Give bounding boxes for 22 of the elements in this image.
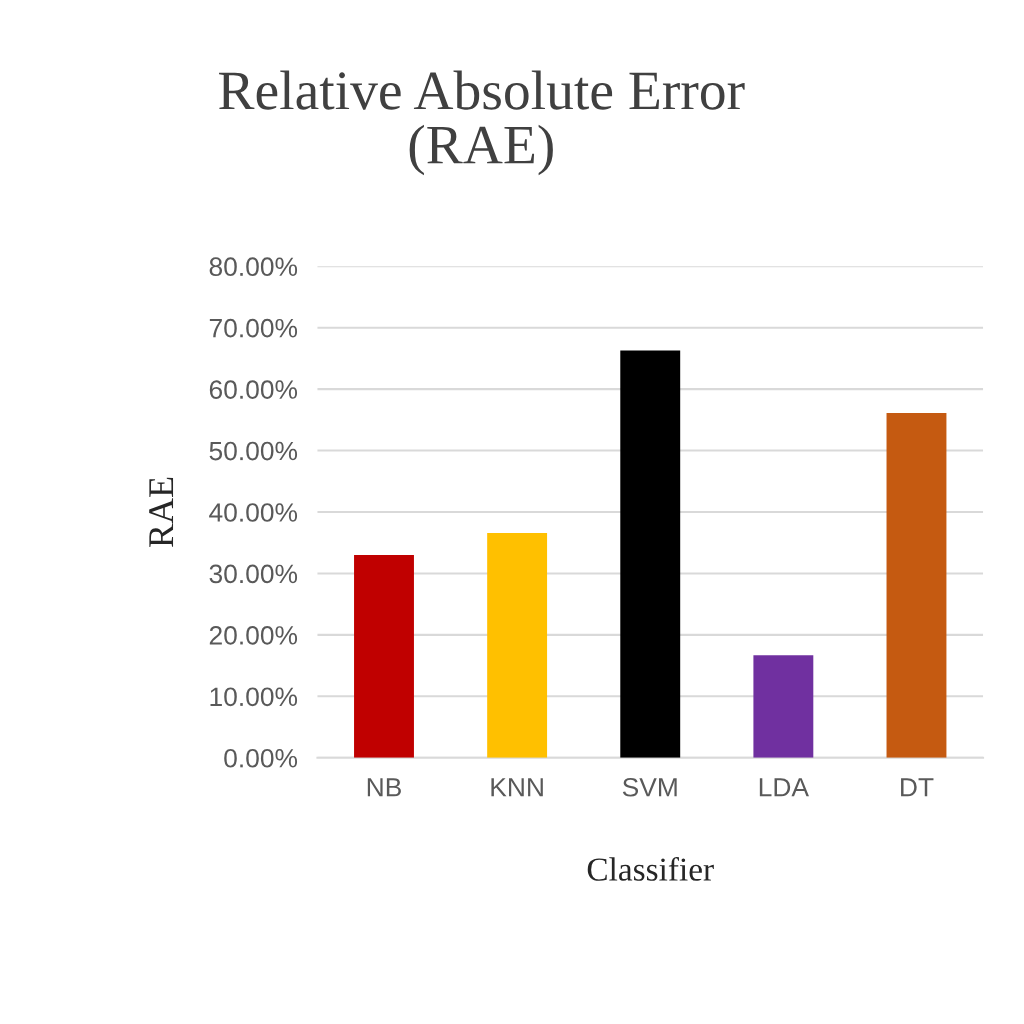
chart-title: Relative Absolute Error (RAE)	[219, 70, 745, 176]
bar	[753, 655, 814, 758]
y-tick-label: 10.00%	[210, 687, 298, 707]
bar	[620, 350, 681, 758]
bar	[886, 413, 947, 758]
y-tick-label: 40.00%	[209, 503, 298, 522]
x-tick-label: LDA	[759, 778, 809, 797]
y-tick-label: 50.00%	[209, 441, 298, 461]
y-axis-title: RAE	[149, 477, 174, 548]
x-tick-label: DT	[901, 778, 934, 797]
x-tick-label: KNN	[491, 778, 543, 797]
y-tick-label: 80.00%	[209, 257, 298, 277]
bar	[354, 555, 414, 758]
y-tick-label: 20.00%	[209, 626, 298, 645]
bar	[487, 532, 548, 758]
y-tick-label: 30.00%	[209, 564, 298, 584]
y-tick-label: 0.00%	[224, 748, 298, 768]
x-axis-title: Classifier	[587, 857, 714, 881]
y-tick-label: 70.00%	[209, 318, 298, 338]
x-tick-label: NB	[367, 778, 401, 797]
x-tick-label: SVM	[622, 777, 677, 797]
y-tick-label: 60.00%	[209, 380, 298, 399]
